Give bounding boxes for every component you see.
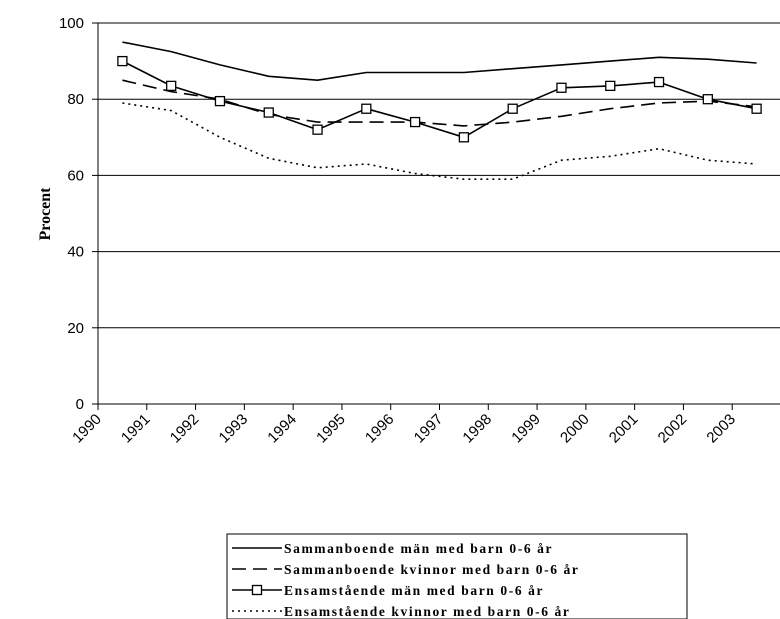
x-tick-labels: 1990 1991 1992 1993 1994 1995 1996 1997 1998 1999…	[69, 411, 739, 447]
series-3-point-1990	[117, 55, 128, 67]
series-3-point-1992	[214, 95, 226, 107]
series-line-1	[122, 41, 757, 81]
legend-label-4: Ensamstående kvinnor med barn 0-6 år	[284, 604, 571, 619]
x-tick-label-1993: 1993	[216, 411, 252, 447]
x-tick-label-1994: 1994	[264, 411, 300, 447]
y-tick-label-0: 0	[76, 396, 84, 413]
series-3-point-1998	[507, 103, 518, 114]
legend-box	[226, 533, 688, 619]
x-tick-label-2000: 2000	[557, 411, 593, 447]
legend-marker-3	[251, 584, 263, 596]
series-3-point-2002	[702, 94, 713, 105]
gridlines	[98, 22, 780, 329]
y-tick-label-40: 40	[67, 244, 84, 261]
y-tick-label-100: 100	[59, 15, 84, 32]
y-tick-label-80: 80	[67, 91, 84, 108]
series-3-point-1995	[361, 103, 372, 114]
x-tick-label-1996: 1996	[362, 411, 398, 447]
x-tick-label-1999: 1999	[508, 411, 544, 447]
series-3-point-1993	[263, 107, 274, 118]
series-3-point-2003	[751, 103, 762, 114]
legend-label-1: Sammanboende män med barn 0-6 år	[284, 541, 553, 556]
x-tick-label-1998: 1998	[459, 411, 495, 447]
legend: Sammanboende män med barn 0-6 år Sammanbo…	[226, 533, 688, 619]
series-markers	[117, 55, 762, 143]
legend-label-3: Ensamstående män med barn 0-6 år	[284, 583, 544, 598]
y-tick-label-20: 20	[67, 320, 84, 337]
x-tick-label-2003: 2003	[703, 411, 739, 447]
x-tick-label-1990: 1990	[69, 411, 105, 447]
y-tick-labels: 0 20 40 60 80 100	[59, 15, 84, 413]
series-3-point-1999	[556, 82, 567, 93]
y-tick-label-60: 60	[67, 167, 84, 184]
series-3-point-1997	[458, 132, 470, 143]
legend-label-2: Sammanboende kvinnor med barn 0-6 år	[284, 562, 580, 577]
series-3-point-1991	[166, 80, 177, 92]
x-tick-label-1997: 1997	[411, 411, 447, 447]
series-lines	[122, 41, 757, 180]
series-3-point-2000	[605, 80, 616, 92]
series-line-3	[122, 60, 757, 139]
axes	[92, 22, 780, 410]
x-tick-label-2001: 2001	[606, 411, 642, 447]
series-3-point-1994	[312, 124, 323, 135]
x-tick-label-1995: 1995	[313, 411, 349, 447]
x-tick-label-1991: 1991	[118, 411, 154, 447]
series-3-point-2001	[653, 76, 665, 88]
x-tick-label-2002: 2002	[655, 411, 691, 447]
series-line-4	[122, 102, 757, 180]
series-3-point-1996	[409, 116, 421, 128]
x-tick-label-1992: 1992	[167, 411, 203, 447]
y-axis-label: Procent	[37, 187, 54, 241]
series-line-2	[122, 79, 757, 127]
